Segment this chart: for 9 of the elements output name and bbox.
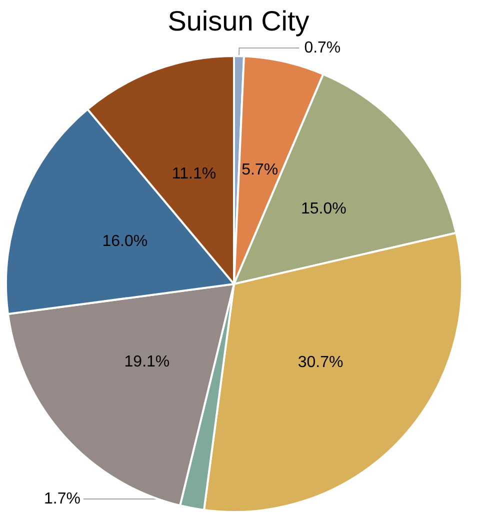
data-label: 1.7%	[44, 490, 81, 508]
data-label: 5.7%	[242, 161, 278, 178]
data-label: 19.1%	[124, 354, 170, 371]
data-label: 16.0%	[102, 233, 148, 250]
data-label: 15.0%	[300, 200, 346, 218]
data-label: 30.7%	[298, 354, 344, 372]
data-label: 11.1%	[172, 166, 216, 183]
chart-title: Suisun City	[168, 6, 310, 36]
data-label: 0.7%	[304, 40, 341, 57]
